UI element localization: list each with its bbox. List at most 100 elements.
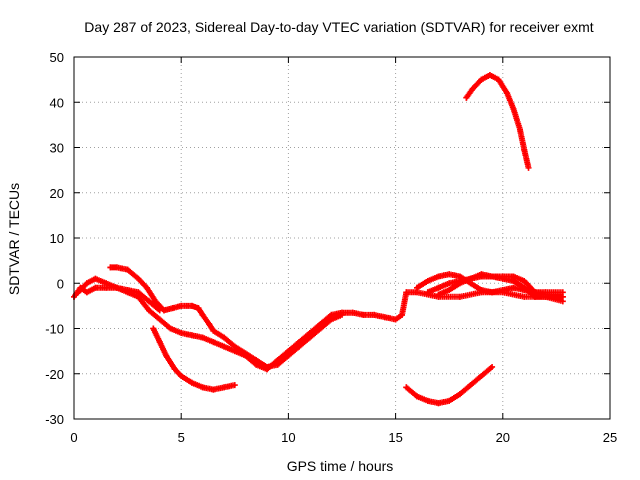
series-arc-8 xyxy=(435,271,566,300)
data-point xyxy=(163,352,170,359)
data-point xyxy=(478,76,485,83)
data-point xyxy=(424,277,431,284)
data-point xyxy=(414,284,421,291)
data-point xyxy=(489,289,496,296)
data-point xyxy=(489,273,496,280)
series-arc-9 xyxy=(75,275,163,314)
data-point xyxy=(178,373,185,380)
data-point xyxy=(195,305,202,312)
data-point xyxy=(510,106,517,113)
data-point xyxy=(414,393,421,400)
data-point xyxy=(456,280,463,287)
data-point xyxy=(169,305,176,312)
data-point xyxy=(296,343,303,350)
data-point xyxy=(489,363,496,370)
data-point xyxy=(542,291,549,298)
data-point xyxy=(510,284,517,291)
data-point xyxy=(559,293,566,300)
data-point xyxy=(446,397,453,404)
x-tick-label: 5 xyxy=(178,430,185,445)
data-point xyxy=(253,357,260,364)
data-point xyxy=(103,280,110,287)
data-point xyxy=(521,146,528,153)
data-point xyxy=(371,311,378,318)
y-tick-label: 10 xyxy=(50,231,64,246)
data-point xyxy=(113,264,120,271)
data-point xyxy=(467,382,474,389)
data-point xyxy=(92,275,99,282)
data-point xyxy=(499,273,506,280)
data-point xyxy=(360,311,367,318)
data-point xyxy=(143,284,150,291)
data-point xyxy=(446,280,453,287)
x-tick-label: 0 xyxy=(70,430,77,445)
data-point xyxy=(467,275,474,282)
data-point xyxy=(339,311,345,318)
axis-ticks: 0 5 10 15 20 25 -30 -20 -10 0 10 20 30 40 50 xyxy=(45,50,617,445)
data-point xyxy=(135,275,142,282)
data-point xyxy=(231,343,238,350)
data-point xyxy=(435,273,442,280)
series-arc-2 xyxy=(107,264,345,370)
data-point xyxy=(263,363,270,370)
data-point xyxy=(83,280,90,287)
data-point xyxy=(188,302,195,309)
y-tick-label: 20 xyxy=(50,186,64,201)
data-point xyxy=(392,316,399,323)
data-point xyxy=(495,76,502,83)
data-point xyxy=(469,85,476,92)
data-point xyxy=(124,287,131,294)
data-point xyxy=(188,332,195,339)
data-point xyxy=(146,307,153,314)
data-point xyxy=(531,289,538,296)
data-point xyxy=(167,325,174,332)
data-point xyxy=(124,266,131,273)
data-point xyxy=(499,287,506,294)
data-point xyxy=(478,271,485,278)
data-point xyxy=(156,339,163,346)
data-point xyxy=(156,307,163,314)
data-point xyxy=(199,384,206,391)
data-point xyxy=(510,273,517,280)
data-point xyxy=(75,289,82,296)
y-tick-label: 0 xyxy=(57,276,64,291)
data-point xyxy=(199,311,206,318)
data-point xyxy=(424,397,431,404)
data-point xyxy=(456,293,463,300)
x-tick-label: 25 xyxy=(603,430,617,445)
data-point xyxy=(221,334,228,341)
data-point xyxy=(446,271,453,278)
data-point xyxy=(242,350,249,357)
y-tick-label: -10 xyxy=(45,322,64,337)
data-point xyxy=(521,284,528,291)
data-point xyxy=(456,391,463,398)
data-point xyxy=(188,379,195,386)
data-point xyxy=(349,309,356,316)
data-point xyxy=(435,400,442,407)
data-point xyxy=(285,352,292,359)
y-tick-label: 40 xyxy=(50,95,64,110)
y-tick-label: -20 xyxy=(45,367,64,382)
x-axis-label: GPS time / hours xyxy=(287,458,394,474)
y-tick-label: 50 xyxy=(50,50,64,65)
data-point xyxy=(146,298,153,305)
data-point xyxy=(274,361,281,368)
data-layer xyxy=(71,72,566,407)
data-point xyxy=(486,72,493,79)
data-point xyxy=(210,386,217,393)
data-point xyxy=(403,289,410,296)
data-point xyxy=(435,291,442,298)
data-point xyxy=(150,325,157,332)
data-point xyxy=(221,343,228,350)
data-point xyxy=(478,373,485,380)
data-point xyxy=(83,289,90,296)
data-point xyxy=(328,316,335,323)
data-point xyxy=(525,164,532,171)
data-point xyxy=(317,325,324,332)
data-point xyxy=(446,287,453,294)
data-point xyxy=(381,314,388,321)
data-point xyxy=(231,382,238,389)
data-point xyxy=(210,327,217,334)
